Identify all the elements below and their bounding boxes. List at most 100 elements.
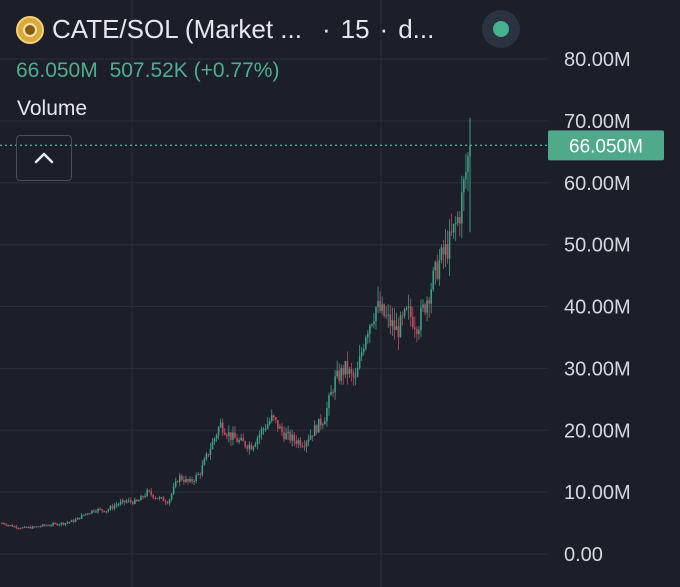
candle-body (209, 449, 212, 455)
candle-body (80, 514, 83, 519)
candle-body (307, 439, 310, 442)
candle-body (250, 444, 253, 450)
exchange-label[interactable]: d... (398, 14, 435, 44)
candle-body (205, 454, 208, 460)
candle-body (164, 501, 167, 503)
candle-body (322, 424, 324, 426)
candle-body (409, 306, 412, 318)
candle-body (364, 337, 367, 349)
pair-title[interactable]: CATE/SOL (Market ... (52, 14, 302, 44)
candle-body (158, 497, 161, 499)
candle-body (369, 325, 371, 334)
candle-body (82, 514, 85, 516)
market-status-indicator[interactable] (482, 10, 520, 48)
candle-body (50, 525, 52, 527)
candle-body (103, 510, 105, 513)
candle-body (297, 440, 300, 444)
candle-body (215, 435, 218, 439)
candle-body (248, 444, 251, 449)
candle-body (381, 304, 383, 311)
candle-body (279, 426, 281, 429)
y-tick-label: 60.00M (564, 173, 631, 195)
y-tick-label: 20.00M (564, 420, 631, 442)
candle-body (383, 304, 385, 317)
candle-body (324, 421, 326, 425)
candle-body (283, 432, 285, 440)
y-tick-label: 50.00M (564, 235, 631, 257)
candle-body (48, 525, 50, 527)
candle-body (454, 222, 457, 224)
candle-body (174, 481, 177, 487)
y-tick-label: 70.00M (564, 111, 631, 133)
candle-body (258, 434, 261, 438)
candle-body (127, 500, 130, 502)
candle-body (197, 474, 199, 476)
candle-body (119, 501, 122, 505)
candle-body (371, 324, 373, 326)
candle-body (156, 497, 159, 499)
candle-body (301, 445, 304, 447)
candle-body (411, 317, 414, 328)
candle-body (11, 525, 14, 527)
candle-body (416, 328, 418, 335)
candle-body (391, 320, 394, 327)
candle-body (154, 497, 157, 499)
volume-legend-label[interactable]: Volume (17, 97, 88, 120)
chart-grid (0, 0, 548, 587)
candle-body (320, 418, 322, 426)
candle-body (117, 504, 120, 506)
candle-body (131, 501, 134, 504)
candle-body (25, 526, 28, 528)
last-value: 66.050M (16, 59, 98, 82)
candle-body (13, 526, 16, 528)
candle-body (58, 524, 61, 526)
candle-body (436, 261, 439, 279)
candle-body (189, 479, 191, 482)
interval-label[interactable]: 15 (340, 14, 370, 44)
candle-body (350, 369, 353, 373)
candle-body (68, 521, 71, 523)
candle-body (84, 513, 87, 515)
y-tick-label: 30.00M (564, 358, 631, 380)
y-tick-label: 40.00M (564, 297, 631, 319)
candle-body (385, 315, 388, 317)
candle-body (203, 459, 206, 466)
chart-header: CATE/SOL (Market ... · 15 · d... (16, 14, 434, 45)
candle-body (293, 434, 296, 441)
candle-body (54, 523, 56, 525)
candle-body (97, 508, 99, 512)
last-price-tag: 66.050M (548, 130, 664, 161)
candle-body (448, 231, 451, 259)
candle-body (109, 506, 112, 510)
candle-body (91, 510, 93, 514)
candle-body (93, 510, 95, 512)
candle-body (246, 446, 249, 449)
candle-body (228, 432, 230, 437)
candle-body (399, 315, 402, 338)
candle-body (291, 434, 294, 441)
candle-body (87, 513, 89, 515)
candle-body (123, 500, 126, 503)
candle-body (115, 504, 118, 506)
candle-body (299, 440, 302, 446)
candle-body (397, 326, 400, 338)
candle-body (432, 270, 435, 290)
collapse-legend-button[interactable] (16, 135, 72, 181)
candle-body (405, 307, 408, 310)
candle-body (19, 528, 22, 530)
candle-body (340, 368, 343, 381)
candle-body (403, 309, 406, 316)
y-tick-label: 0.00 (564, 544, 603, 566)
candle-body (35, 526, 38, 528)
change-value: 507.52K (+0.77%) (109, 59, 280, 82)
candle-body (356, 368, 359, 377)
candle-body (338, 370, 341, 381)
separator-dot: · (321, 14, 331, 44)
candle-body (142, 496, 144, 498)
candle-body (234, 432, 236, 439)
candle-body (60, 522, 63, 525)
candle-body (162, 497, 165, 502)
candle-body (309, 435, 312, 440)
candle-body (160, 497, 163, 499)
